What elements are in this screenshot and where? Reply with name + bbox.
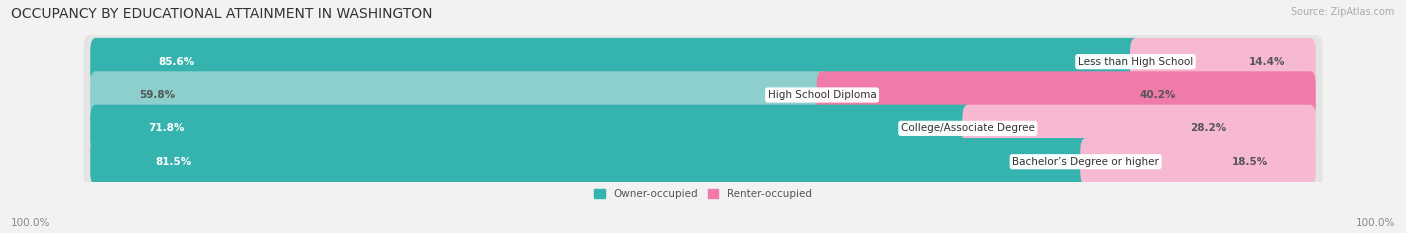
Text: Source: ZipAtlas.com: Source: ZipAtlas.com [1291, 7, 1395, 17]
FancyBboxPatch shape [90, 38, 1140, 85]
Text: 18.5%: 18.5% [1232, 157, 1268, 167]
Text: College/Associate Degree: College/Associate Degree [901, 123, 1035, 133]
FancyBboxPatch shape [83, 102, 1323, 155]
FancyBboxPatch shape [83, 69, 1323, 121]
Text: 14.4%: 14.4% [1249, 57, 1285, 67]
FancyBboxPatch shape [83, 35, 1323, 88]
Text: 71.8%: 71.8% [148, 123, 184, 133]
Legend: Owner-occupied, Renter-occupied: Owner-occupied, Renter-occupied [591, 185, 815, 203]
FancyBboxPatch shape [90, 71, 828, 119]
FancyBboxPatch shape [90, 138, 1091, 185]
Text: 100.0%: 100.0% [1355, 218, 1395, 228]
Text: Bachelor’s Degree or higher: Bachelor’s Degree or higher [1012, 157, 1159, 167]
FancyBboxPatch shape [963, 105, 1316, 152]
Text: Less than High School: Less than High School [1078, 57, 1194, 67]
Text: 28.2%: 28.2% [1191, 123, 1227, 133]
FancyBboxPatch shape [90, 105, 973, 152]
FancyBboxPatch shape [1130, 38, 1316, 85]
Text: 100.0%: 100.0% [11, 218, 51, 228]
Text: 59.8%: 59.8% [139, 90, 176, 100]
FancyBboxPatch shape [83, 135, 1323, 188]
Text: 81.5%: 81.5% [155, 157, 191, 167]
Text: 85.6%: 85.6% [157, 57, 194, 67]
Text: OCCUPANCY BY EDUCATIONAL ATTAINMENT IN WASHINGTON: OCCUPANCY BY EDUCATIONAL ATTAINMENT IN W… [11, 7, 433, 21]
Text: High School Diploma: High School Diploma [768, 90, 876, 100]
Text: 40.2%: 40.2% [1139, 90, 1175, 100]
FancyBboxPatch shape [817, 71, 1316, 119]
FancyBboxPatch shape [1080, 138, 1316, 185]
